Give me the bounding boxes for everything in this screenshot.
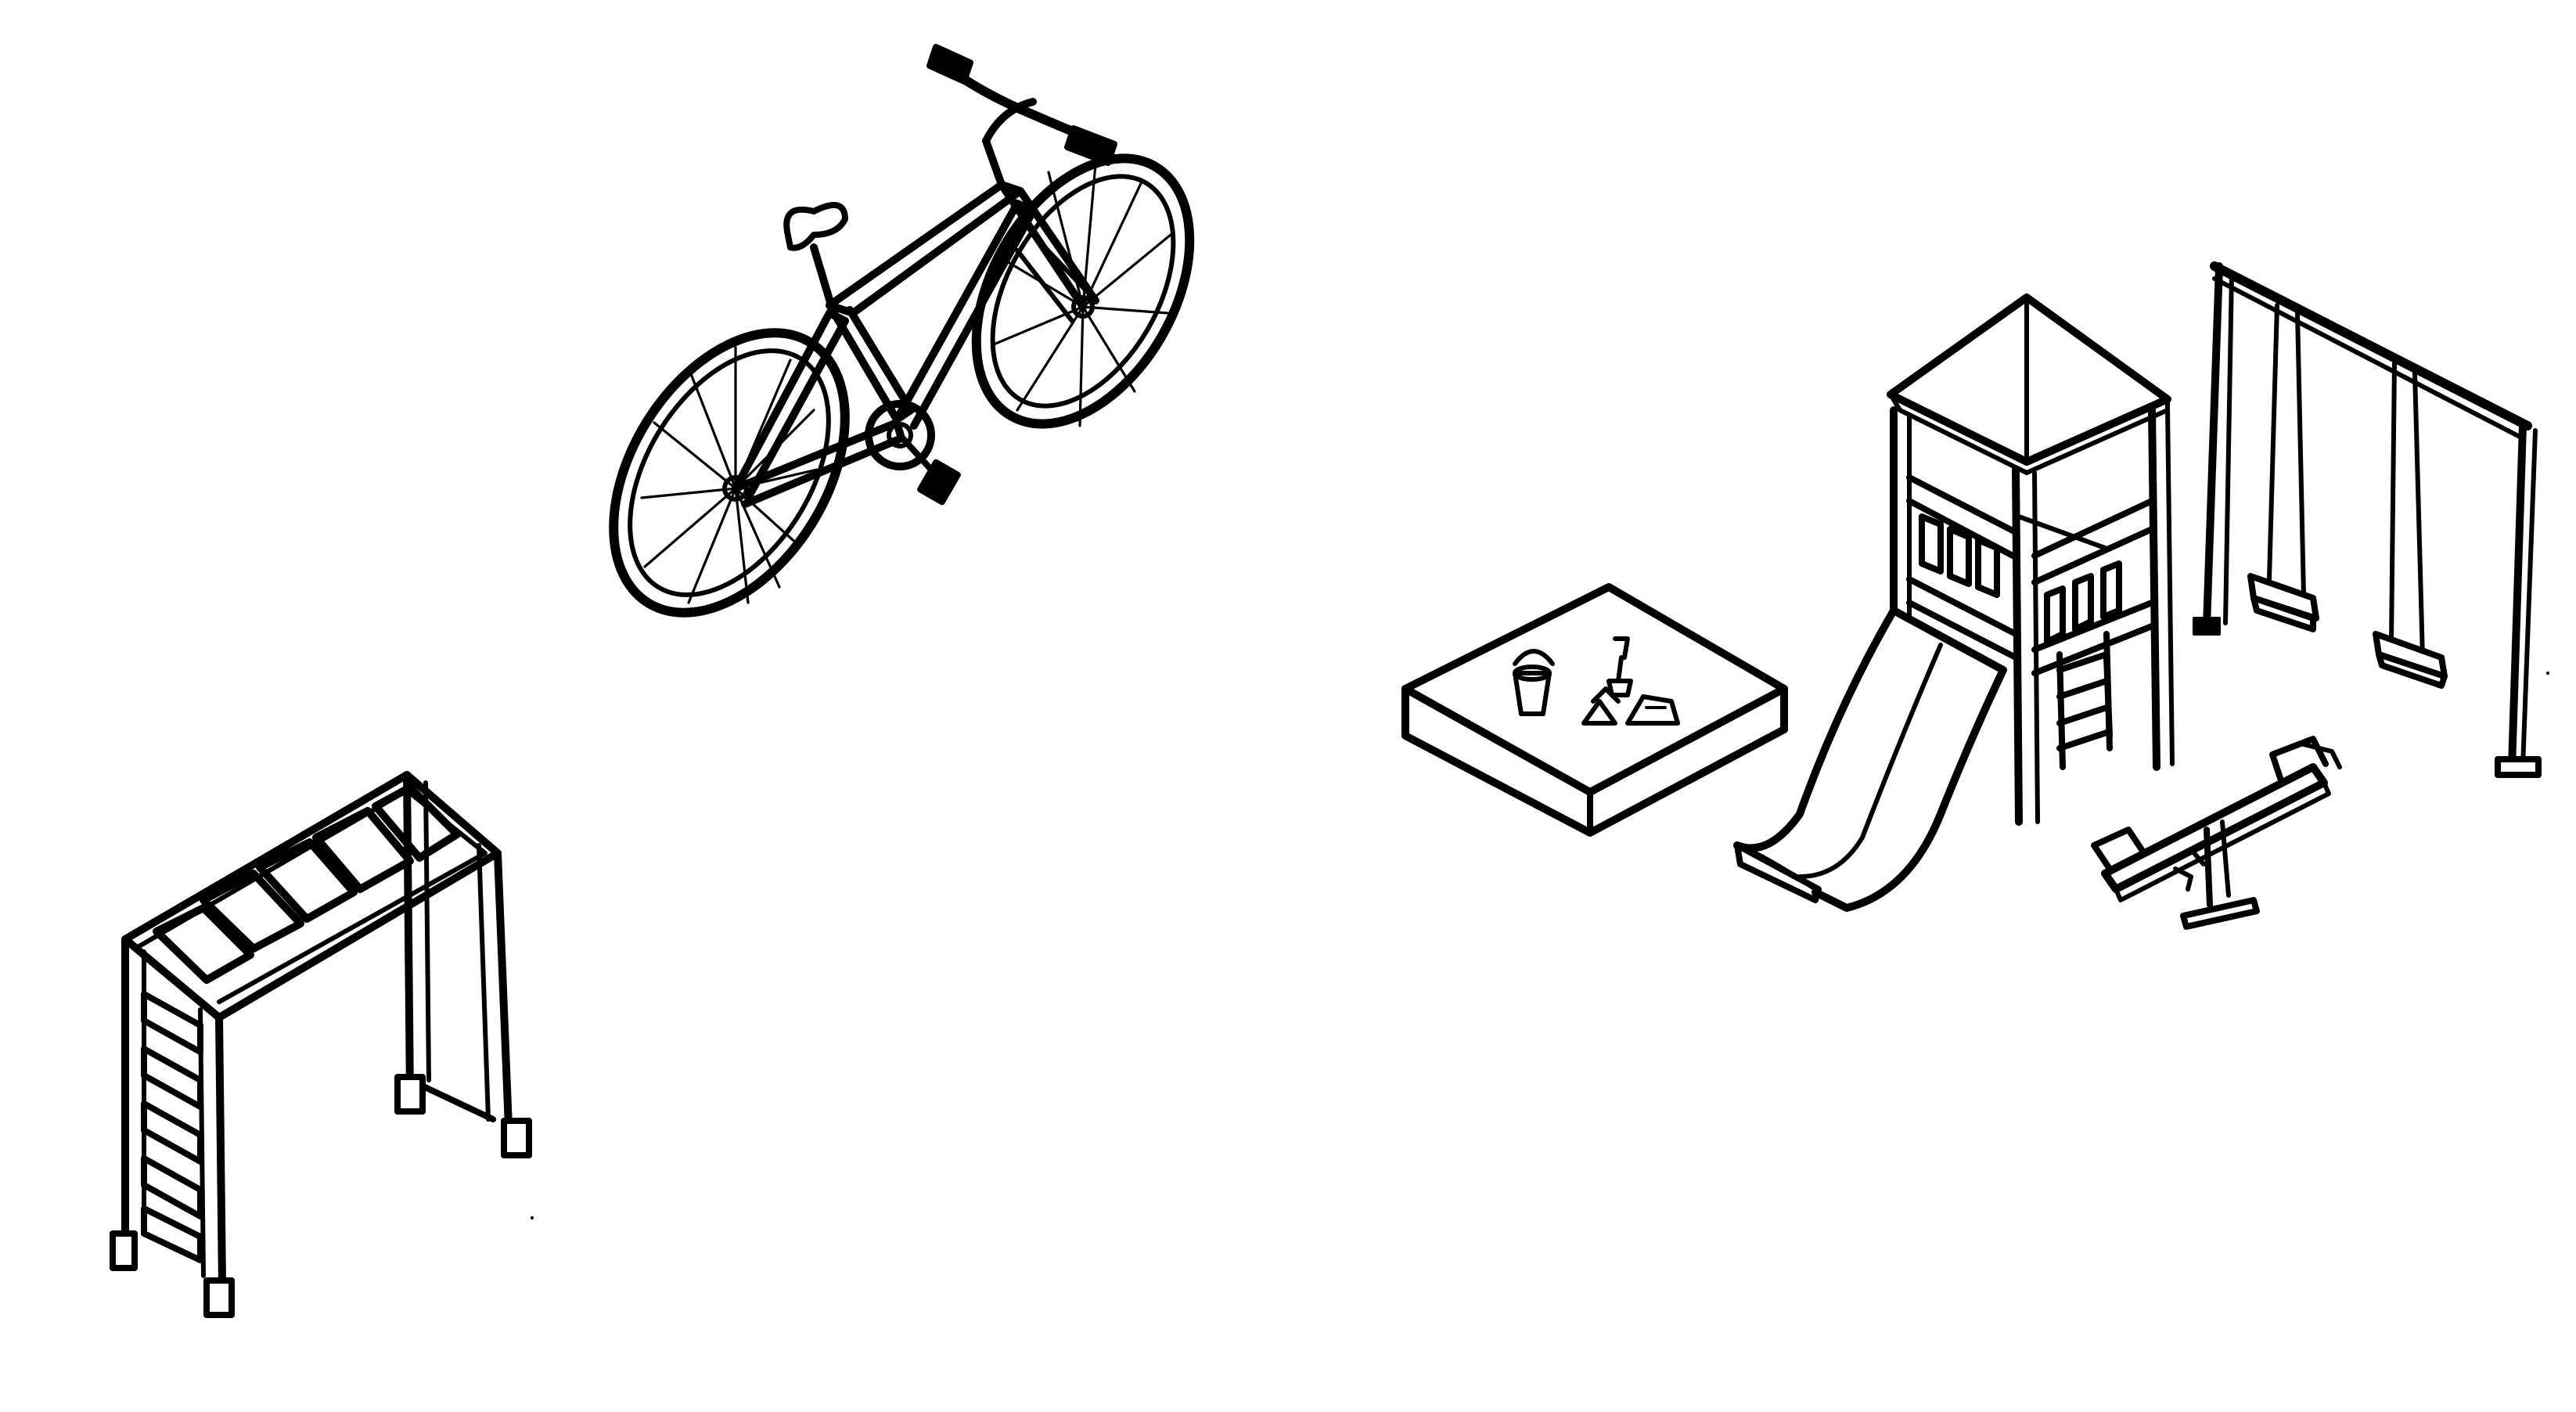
- swing-seats: [2250, 576, 2445, 686]
- bicycle-front-wheel: [933, 121, 1234, 462]
- bicycle-rear-wheel: [566, 291, 893, 654]
- bicycle-seat: [786, 205, 845, 310]
- monkey-bars-side-rungs: [144, 994, 200, 1260]
- ink-speck: [2546, 672, 2549, 675]
- sandbox-molds: [1584, 689, 1678, 723]
- play-tower-railings: [1909, 477, 2152, 673]
- sandbox-pail: [1515, 651, 1552, 714]
- play-tower-drawing: [1737, 297, 2172, 908]
- play-tower-slide: [1737, 611, 2003, 908]
- sandbox-drawing: [1405, 587, 1784, 833]
- bicycle-chainring: [869, 404, 958, 502]
- play-tower-roof: [1891, 297, 2168, 473]
- swing-set-drawing: [2194, 266, 2538, 775]
- bicycle-drawing: [566, 47, 1233, 654]
- monkey-bars-feet: [113, 1077, 529, 1315]
- seesaw-drawing: [2094, 739, 2340, 927]
- sandbox-shovel: [1609, 639, 1631, 695]
- ink-speck: [531, 1216, 534, 1219]
- monkey-bars-drawing: [113, 775, 529, 1315]
